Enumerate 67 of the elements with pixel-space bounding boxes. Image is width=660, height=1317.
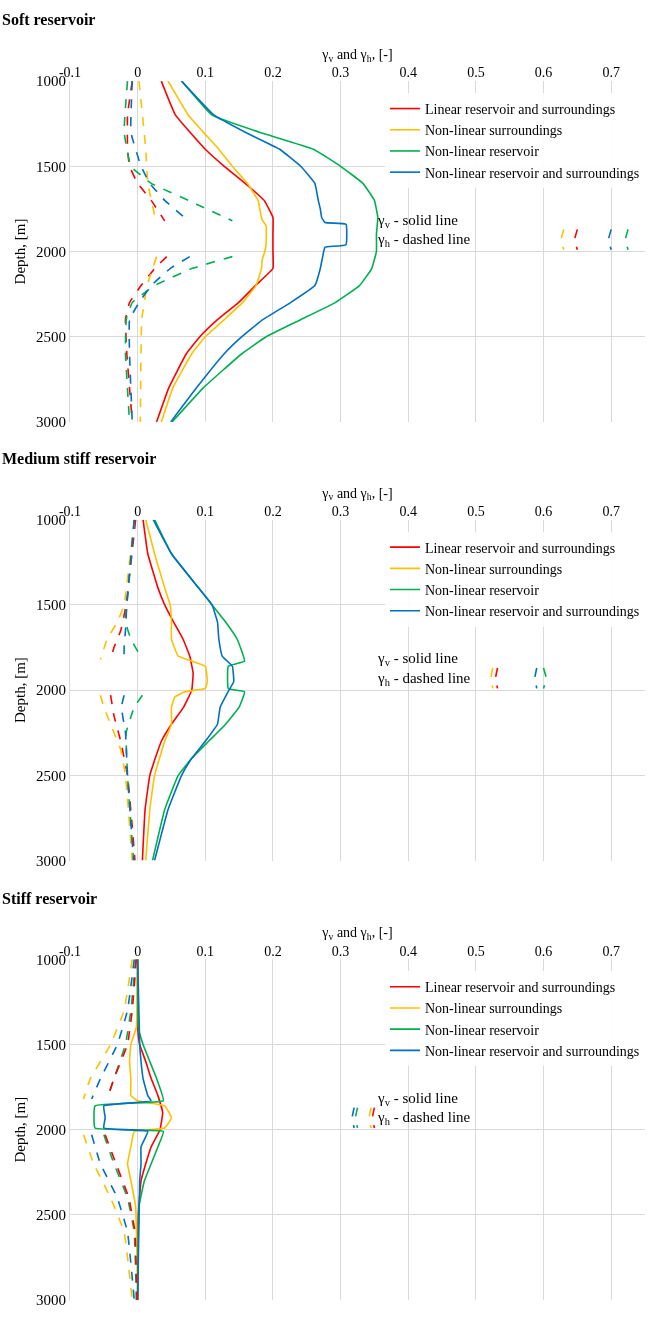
annotation: γ$_{h}$ - dashed line [377,1109,471,1128]
y-tick-label: 2500 [36,1207,66,1224]
y-axis-title: Depth, [m] [12,218,29,285]
y-tick-label: 3000 [36,414,66,431]
y-tick-label: 2000 [36,682,66,699]
legend-label: Non-linear surroundings [425,1001,563,1017]
y-axis-title: Depth, [m] [12,1096,29,1163]
x-tick-label: 0.5 [467,65,485,81]
legend-label: Non-linear surroundings [425,123,563,139]
annotation: γ$_{v}$ - solid line [377,650,459,669]
annotation: γ$_{v}$ - solid line [377,212,459,231]
x-axis-title: γ$_{v}$ and γ$_{h}$, [-] [321,925,393,943]
y-tick-label: 1500 [36,1036,66,1053]
x-tick-label: 0.6 [534,65,553,81]
legend-label: Non-linear reservoir and surroundings [425,165,640,181]
y-tick-label: 3000 [36,1292,66,1309]
legend-label: Non-linear surroundings [425,561,563,577]
x-tick-label: 0.1 [196,503,215,519]
y-tick-label: 2000 [36,243,66,260]
x-tick-label: 0.7 [602,65,620,81]
x-tick-label: 0.1 [196,65,215,81]
legend-label: Non-linear reservoir and surroundings [425,604,640,620]
legend-label: Non-linear reservoir [425,583,540,599]
x-tick-label: 0.5 [467,503,485,519]
x-tick-label: 0.4 [399,65,417,81]
line-series [144,519,209,861]
chart-title: Medium stiff reservoir [2,450,157,467]
y-axis-title: Depth, [m] [12,657,29,724]
x-tick-label: 0.3 [331,503,350,519]
line-series [141,519,194,861]
y-tick-label: 1500 [36,158,66,175]
x-tick-label: 0 [134,503,142,519]
x-axis-title: γ$_{v}$ and γ$_{h}$, [-] [321,46,393,64]
x-tick-label: 0.5 [467,943,485,959]
legend-label: Non-linear reservoir and surroundings [425,1043,640,1059]
y-tick-label: 2500 [36,767,66,784]
x-tick-label: 0 [134,943,142,959]
y-tick-label: 3000 [36,852,66,869]
x-tick-label: 0 [134,65,142,81]
annotation: γ$_{v}$ - solid line [377,1090,459,1109]
y-tick-label: 1500 [36,597,66,614]
y-tick-label: 2500 [36,328,66,345]
line-series [169,81,348,422]
x-axis-title: γ$_{v}$ and γ$_{h}$, [-] [321,485,393,503]
chart-title: Stiff reservoir [2,890,98,907]
annotation: γ$_{h}$ - dashed line [377,231,471,250]
x-tick-label: 0.1 [196,943,215,959]
line-series [171,81,379,422]
legend-label: Non-linear reservoir [425,1022,540,1038]
legend-label: Linear reservoir and surroundings [425,540,616,556]
y-tick-label: 2000 [36,1121,66,1138]
x-tick-label: 0.3 [331,65,350,81]
x-tick-label: 0.2 [264,943,282,959]
x-tick-label: 0.4 [399,943,417,959]
legend-label: Linear reservoir and surroundings [425,980,616,996]
x-tick-label: 0.4 [399,503,417,519]
x-tick-label: 0.6 [534,503,553,519]
x-tick-label: 0.7 [602,503,620,519]
x-tick-label: 0.2 [264,65,282,81]
x-tick-label: 0.3 [331,943,350,959]
chart-title: Soft reservoir [2,11,96,28]
x-tick-label: 0.6 [534,943,553,959]
x-tick-label: 0.2 [264,503,282,519]
legend-label: Non-linear reservoir [425,144,540,160]
x-tick-label: 0.7 [602,943,620,959]
legend-label: Linear reservoir and surroundings [425,102,616,118]
annotation: γ$_{h}$ - dashed line [377,670,471,689]
